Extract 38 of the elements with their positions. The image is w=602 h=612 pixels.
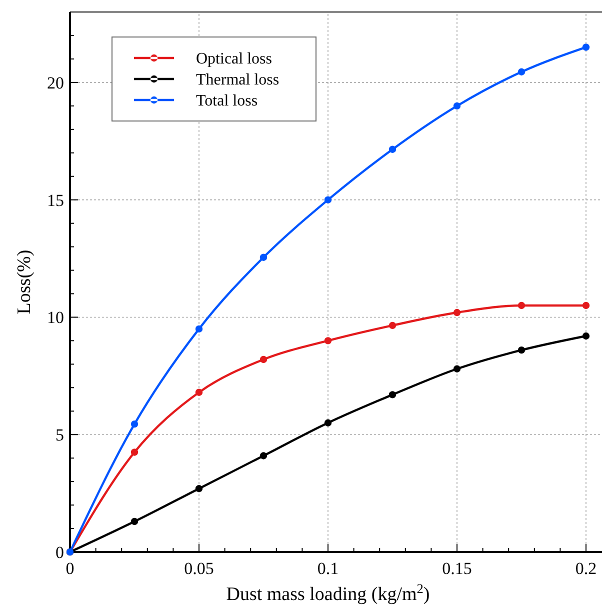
point xyxy=(324,419,332,426)
x-tick-label: 0.15 xyxy=(442,559,472,578)
point xyxy=(518,346,526,354)
legend-label: Optical loss xyxy=(196,50,272,68)
point xyxy=(324,337,332,344)
legend-label: Thermal loss xyxy=(196,72,280,89)
point xyxy=(260,356,268,364)
y-tick-label: 10 xyxy=(47,308,64,328)
x-axis-title: Dust mass loading (kg/m$^{2}$) xyxy=(226,580,430,605)
y-tick-label: 20 xyxy=(47,73,64,92)
y-tick-label: 0 xyxy=(56,542,64,562)
point xyxy=(453,102,461,110)
point xyxy=(582,302,590,310)
point xyxy=(518,68,526,76)
y-tick-label: 15 xyxy=(47,190,64,210)
point xyxy=(388,322,396,330)
point xyxy=(130,420,138,428)
point xyxy=(260,254,268,261)
point xyxy=(324,196,332,204)
x-tick-label: 0.05 xyxy=(184,559,214,578)
point xyxy=(582,332,590,340)
point xyxy=(388,146,396,153)
point xyxy=(582,44,590,51)
point xyxy=(195,325,203,333)
point xyxy=(195,388,203,396)
point xyxy=(453,308,461,316)
y-axis-title: Loss(%) xyxy=(14,250,35,314)
point xyxy=(130,448,138,456)
point xyxy=(453,365,461,372)
x-tick-label: 0.2 xyxy=(575,559,597,578)
y-tick-label: 5 xyxy=(56,426,64,445)
x-tick-label: 0.1 xyxy=(317,559,339,578)
point xyxy=(195,485,203,492)
point xyxy=(260,452,268,460)
point xyxy=(518,302,526,310)
point xyxy=(388,391,396,398)
legend-label: Total loss xyxy=(196,92,258,110)
point xyxy=(130,518,138,526)
